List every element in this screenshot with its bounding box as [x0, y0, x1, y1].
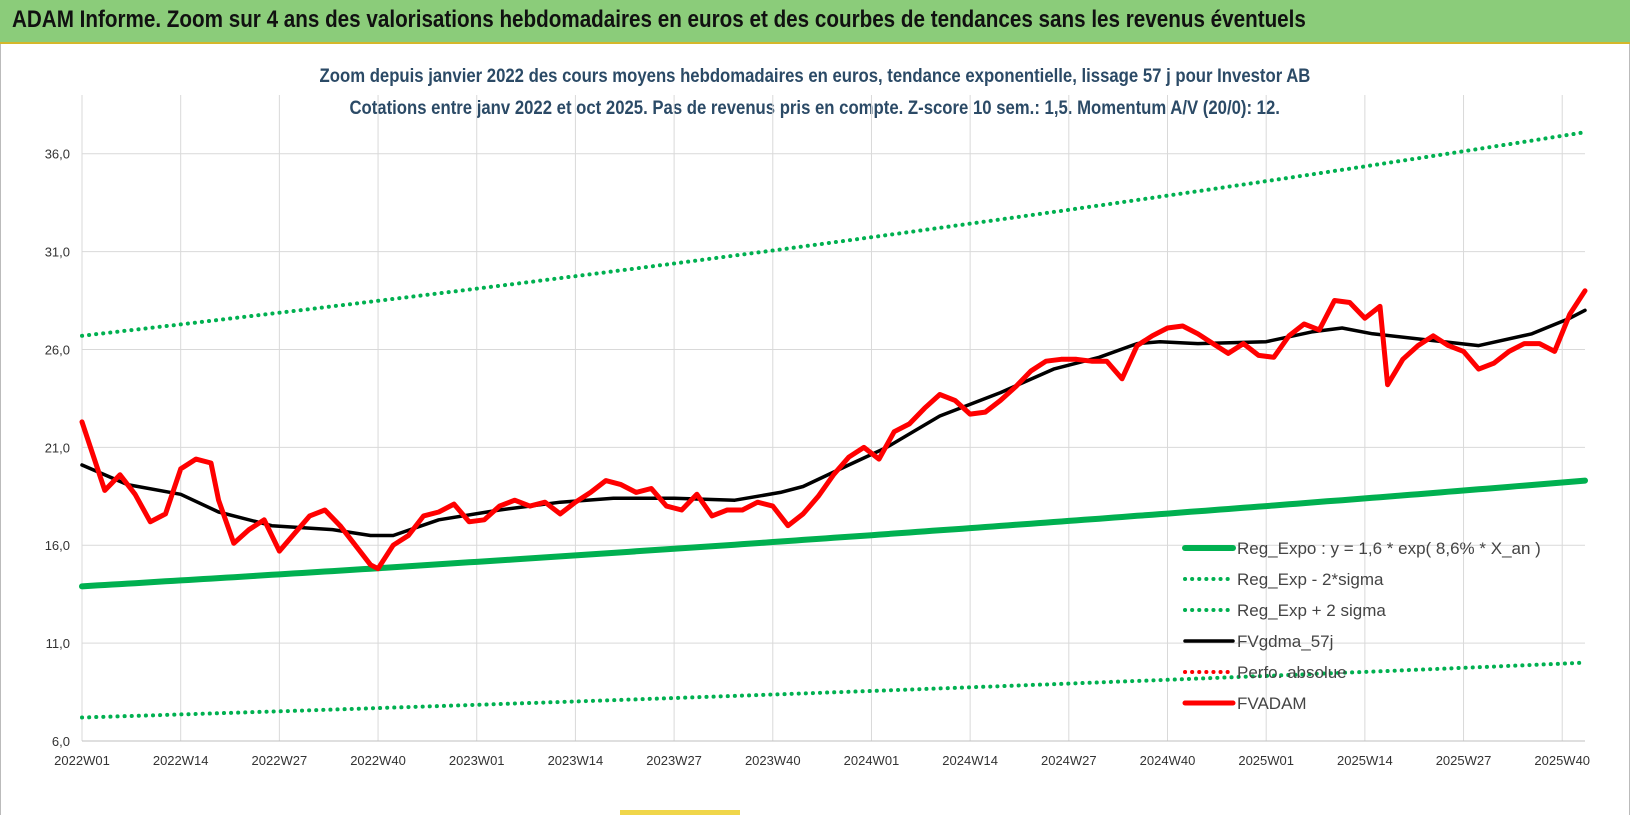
series-layer	[79, 130, 1588, 720]
x-tick-label: 2025W40	[1534, 753, 1590, 768]
y-tick-label: 11,0	[46, 636, 70, 651]
legend: Reg_Expo : y = 1,6 * exp( 8,6% * X_an ) R…	[1182, 539, 1541, 713]
x-tick-label: 2024W27	[1041, 753, 1097, 768]
x-tick-label: 2023W14	[548, 753, 604, 768]
y-tick-label: 6,0	[52, 734, 70, 749]
x-tick-label: 2025W27	[1436, 753, 1492, 768]
y-tick-label: 31,0	[45, 245, 70, 260]
x-tick-label: 2024W14	[942, 753, 998, 768]
chart-subtitle: Cotations entre janv 2022 et oct 2025. P…	[349, 98, 1281, 119]
x-tick-label: 2022W27	[252, 753, 308, 768]
y-tick-label: 16,0	[45, 538, 70, 553]
x-tick-label: 2025W01	[1238, 753, 1294, 768]
y-tick-label: 36,0	[45, 147, 70, 162]
series-line-reg-exp	[80, 130, 1587, 338]
legend-label: Reg_Expo : y = 1,6 * exp( 8,6% * X_an )	[1237, 539, 1541, 558]
legend-label: FVgdma_57j	[1237, 632, 1333, 651]
y-axis-ticks: 6,0 11,0 16,0 21,0 26,0 31,0 36,0	[45, 147, 70, 749]
x-tick-label: 2023W27	[646, 753, 702, 768]
legend-label: Perfo. absolue	[1237, 663, 1347, 682]
series-line-reg-exp	[80, 660, 1587, 720]
x-tick-label: 2023W40	[745, 753, 801, 768]
x-tick-label: 2022W40	[350, 753, 406, 768]
series-line-reg-expo	[79, 477, 1588, 590]
report-title: ADAM Informe. Zoom sur 4 ans des valoris…	[12, 6, 1306, 33]
x-tick-label: 2023W01	[449, 753, 505, 768]
chart-title: Zoom depuis janvier 2022 des cours moyen…	[319, 66, 1311, 87]
report-banner: ADAM Informe. Zoom sur 4 ans des valoris…	[0, 0, 1630, 44]
y-tick-label: 26,0	[45, 342, 70, 357]
y-tick-label: 21,0	[45, 440, 70, 455]
x-tick-label: 2024W01	[844, 753, 900, 768]
series-line-fvgdma-57j	[80, 308, 1587, 538]
legend-label: Reg_Exp + 2 sigma	[1237, 601, 1386, 620]
x-tick-label: 2025W14	[1337, 753, 1393, 768]
grid-lines	[81, 95, 1585, 742]
series-line-fvadam	[79, 288, 1588, 572]
x-tick-label: 2022W14	[153, 753, 209, 768]
x-axis-ticks: 2022W01 2022W14 2022W27 2022W40 2023W01 2023W…	[54, 753, 1590, 768]
legend-label: Reg_Exp - 2*sigma	[1237, 570, 1384, 589]
x-tick-label: 2024W40	[1140, 753, 1196, 768]
bottom-accent	[620, 810, 740, 815]
x-tick-label: 2022W01	[54, 753, 110, 768]
legend-label: FVADAM	[1237, 694, 1307, 713]
